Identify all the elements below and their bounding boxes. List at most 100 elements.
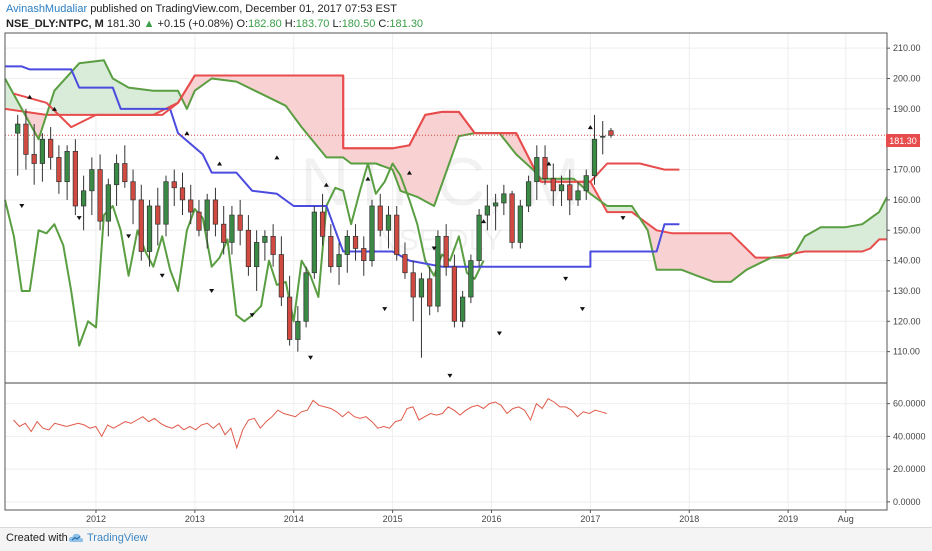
- date-tick-label: 2012: [86, 514, 106, 524]
- candle-body: [304, 273, 309, 322]
- tradingview-link[interactable]: TradingView: [68, 532, 148, 544]
- candle-body: [353, 236, 358, 248]
- candle-body: [526, 182, 531, 206]
- tradingview-brand: TradingView: [87, 532, 148, 544]
- tradingview-cloud-icon: [68, 532, 84, 544]
- candle-body: [81, 191, 86, 206]
- candle-body: [221, 224, 226, 242]
- candle-body: [147, 206, 152, 252]
- candle-body: [419, 279, 424, 297]
- candle-body: [345, 236, 350, 254]
- candle-body: [131, 182, 136, 200]
- candle-body: [535, 157, 540, 181]
- candle-body: [296, 321, 301, 339]
- fractal-up-marker: [184, 131, 189, 135]
- fractal-down-marker: [620, 216, 625, 220]
- candle-body: [576, 191, 581, 200]
- candle-body: [263, 236, 268, 242]
- candle-body: [567, 185, 572, 200]
- candle-body: [378, 206, 383, 230]
- fractal-up-marker: [588, 125, 593, 129]
- candle-body: [600, 136, 605, 137]
- price-tick-label: 160.00: [893, 195, 921, 205]
- candle-body: [361, 248, 366, 260]
- candle-body: [469, 261, 474, 297]
- candle-body: [156, 206, 161, 224]
- candle-body: [427, 279, 432, 306]
- candle-body: [477, 215, 482, 261]
- candle-body: [197, 212, 202, 230]
- candle-body: [65, 151, 70, 181]
- candle-body: [609, 131, 614, 136]
- fractal-up-marker: [217, 161, 222, 165]
- candle-body: [180, 188, 185, 200]
- candle-body: [230, 215, 235, 242]
- candle-body: [394, 215, 399, 254]
- candle-body: [15, 124, 20, 133]
- candle-body: [271, 236, 276, 254]
- chart-area[interactable]: NTPC, M NSE DLY 110.00120.00130.00140.00…: [0, 0, 932, 527]
- candle-body: [312, 212, 317, 273]
- date-tick-label: Aug: [838, 514, 854, 524]
- date-tick-label: 2017: [580, 514, 600, 524]
- candle-body: [386, 215, 391, 230]
- date-tick-label: 2014: [284, 514, 304, 524]
- price-tag: 181.30: [886, 134, 920, 147]
- fractal-down-marker: [77, 216, 82, 220]
- fractal-up-marker: [274, 155, 279, 159]
- candle-body: [123, 163, 128, 181]
- candle-body: [452, 267, 457, 322]
- candle-body: [40, 139, 45, 163]
- candle-body: [551, 179, 556, 191]
- candle-body: [584, 176, 589, 191]
- candle-body: [485, 206, 490, 215]
- candle-body: [172, 182, 177, 188]
- candle-body: [518, 206, 523, 242]
- price-tick-label: 200.00: [893, 74, 921, 84]
- price-tick-label: 120.00: [893, 316, 921, 326]
- date-tick-label: 2018: [679, 514, 699, 524]
- rsi-tick-label: 0.0000: [893, 497, 921, 507]
- fractal-down-marker: [382, 307, 387, 311]
- candle-body: [238, 215, 243, 230]
- candle-body: [502, 194, 507, 203]
- candle-body: [320, 212, 325, 236]
- candle-body: [444, 236, 449, 266]
- candle-body: [254, 242, 259, 266]
- candle-body: [114, 163, 119, 184]
- candle-body: [460, 297, 465, 321]
- candle-body: [98, 170, 103, 222]
- price-tick-label: 210.00: [893, 43, 921, 53]
- candle-body: [329, 236, 334, 266]
- candle-body: [188, 200, 193, 212]
- candle-body: [370, 206, 375, 261]
- candle-body: [510, 194, 515, 243]
- fractal-down-marker: [497, 331, 502, 335]
- date-tick-label: 2016: [481, 514, 501, 524]
- candle-body: [57, 157, 62, 181]
- price-tick-label: 150.00: [893, 225, 921, 235]
- fractal-down-marker: [563, 277, 568, 281]
- date-tick-label: 2013: [185, 514, 205, 524]
- fractal-down-marker: [160, 274, 165, 278]
- rsi-tick-label: 60.0000: [893, 399, 926, 409]
- candle-body: [32, 154, 37, 163]
- candle-body: [246, 230, 251, 266]
- rsi-tick-label: 40.0000: [893, 431, 926, 441]
- rsi-pane: [5, 383, 887, 448]
- rsi-tick-label: 20.0000: [893, 464, 926, 474]
- candle-body: [337, 255, 342, 267]
- fractal-down-marker: [126, 234, 131, 238]
- price-tick-label: 170.00: [893, 165, 921, 175]
- date-tick-label: 2015: [383, 514, 403, 524]
- candle-body: [287, 297, 292, 339]
- candle-body: [205, 200, 210, 230]
- fractal-down-marker: [580, 307, 585, 311]
- candle-body: [279, 255, 284, 297]
- candle-body: [592, 139, 597, 175]
- candle-body: [90, 170, 95, 191]
- candle-body: [139, 200, 144, 252]
- date-tick-label: 2019: [778, 514, 798, 524]
- price-tick-label: 110.00: [893, 347, 920, 357]
- fractal-down-marker: [19, 204, 24, 208]
